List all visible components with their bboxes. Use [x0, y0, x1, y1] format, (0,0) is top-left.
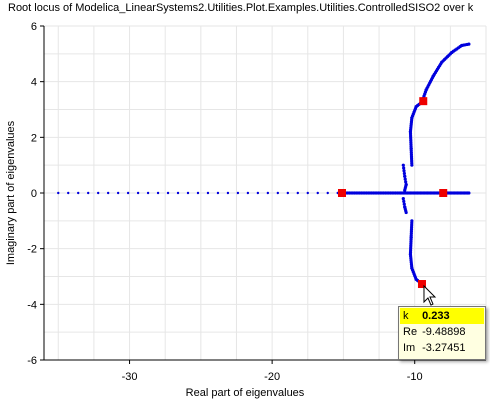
- locus-point: [146, 191, 150, 195]
- x-tick-label: -20: [264, 371, 280, 383]
- locus-point: [206, 191, 210, 195]
- highlight-marker: [419, 97, 428, 106]
- locus-point: [126, 191, 130, 195]
- locus-point: [106, 191, 110, 195]
- tooltip-re-label: Re: [403, 326, 418, 338]
- y-tick-label: 0: [31, 188, 37, 200]
- y-tick-label: -4: [27, 299, 37, 311]
- highlight-marker: [417, 280, 426, 289]
- x-tick-label: -30: [122, 371, 138, 383]
- tooltip-re-value: -9.48898: [422, 326, 466, 338]
- locus-point: [186, 191, 190, 195]
- locus-point: [316, 191, 319, 195]
- locus-point: [57, 191, 60, 195]
- tooltip-re-row: Re -9.48898: [399, 324, 485, 340]
- locus-point: [136, 191, 140, 195]
- tooltip-im-row: Im -3.27451: [399, 340, 485, 356]
- locus-point: [166, 191, 170, 195]
- locus-point: [402, 199, 406, 203]
- locus-point: [402, 202, 406, 206]
- tooltip-im-value: -3.27451: [422, 342, 466, 354]
- locus-point: [77, 191, 80, 195]
- locus-point: [401, 196, 405, 201]
- y-tick-label: 4: [31, 77, 37, 89]
- locus-point: [296, 191, 299, 195]
- y-tick-label: -2: [27, 244, 37, 256]
- locus-point: [256, 191, 260, 195]
- locus-point: [236, 191, 240, 195]
- locus-point: [326, 191, 329, 195]
- locus-point: [156, 191, 160, 195]
- locus-point: [246, 191, 250, 195]
- locus-point: [404, 210, 408, 215]
- locus-point: [402, 166, 406, 170]
- value-tooltip: k 0.233 Re -9.48898 Im -3.27451: [398, 306, 486, 360]
- locus-point: [467, 42, 471, 46]
- tooltip-im-label: Im: [403, 342, 416, 354]
- tooltip-k-label: k: [403, 310, 409, 322]
- y-tick-label: 6: [31, 21, 37, 33]
- highlight-marker: [337, 189, 346, 197]
- root-locus-points: [57, 42, 471, 286]
- locus-point: [467, 191, 471, 195]
- locus-point: [403, 188, 407, 192]
- locus-point: [286, 191, 290, 195]
- locus-point: [402, 171, 406, 176]
- locus-point: [87, 191, 90, 195]
- y-axis-label: Imaginary part of eigenvalues: [5, 120, 17, 265]
- locus-point: [403, 177, 407, 181]
- locus-point: [196, 191, 200, 195]
- chart-title: Root locus of Modelica_LinearSystems2.Ut…: [8, 2, 474, 14]
- locus-point: [266, 191, 270, 195]
- locus-point: [116, 191, 120, 195]
- locus-point: [176, 191, 180, 195]
- locus-point: [403, 174, 407, 178]
- highlight-marker: [439, 189, 448, 197]
- locus-point: [67, 191, 70, 195]
- x-axis-label: Real part of eigenvalues: [186, 387, 305, 399]
- tooltip-k-row: k 0.233: [400, 308, 484, 324]
- locus-point: [404, 180, 408, 184]
- mouse-cursor-icon: [423, 284, 437, 306]
- x-tick-label: -10: [407, 371, 423, 383]
- y-tick-label: 2: [31, 132, 37, 144]
- tooltip-k-value: 0.233: [422, 310, 450, 322]
- locus-point: [96, 191, 100, 195]
- locus-point: [401, 163, 405, 167]
- locus-point: [306, 191, 309, 195]
- locus-point: [402, 169, 406, 173]
- y-tick-label: -6: [27, 355, 37, 367]
- locus-point: [226, 191, 230, 195]
- locus-point: [216, 191, 220, 195]
- locus-point: [276, 191, 280, 195]
